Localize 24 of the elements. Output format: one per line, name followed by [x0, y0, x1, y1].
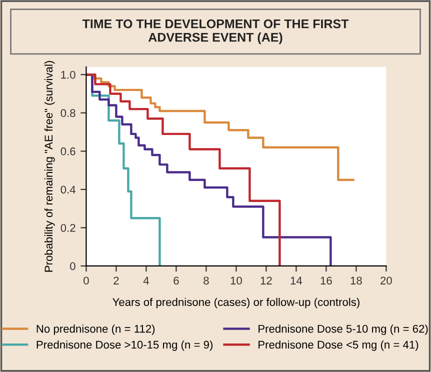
x-tick-label: 12 — [260, 276, 272, 284]
x-tick-label: 2 — [114, 276, 119, 284]
x-tick-label: 10 — [230, 276, 242, 285]
legend-label: Prednisone Dose <5 mg (n = 41) — [258, 340, 418, 351]
x-tick-label: 4 — [143, 276, 149, 284]
chart-title: TIME TO THE DEVELOPMENT OF THE FIRST ADVERSE EVENT (AE) — [82, 19, 349, 44]
x-tick-label: 0 — [84, 276, 89, 285]
x-tick-label: 8 — [204, 276, 209, 285]
y-tick-label: 0.2 — [60, 224, 76, 232]
y-tick-label: 0.4 — [60, 186, 76, 194]
y-tick-label: 0.8 — [60, 109, 76, 118]
x-tick-label: 20 — [380, 276, 392, 285]
y-tick-label: 0.6 — [60, 147, 76, 156]
legend-label: Prednisone Dose 5-10 mg (n = 62) — [258, 324, 428, 335]
legend-label: Prednisone Dose >10-15 mg (n = 9) — [36, 340, 213, 351]
y-tick-label: 1.0 — [61, 70, 76, 79]
x-tick-label: 6 — [174, 276, 179, 285]
legend-label: No prednisone (n = 112) — [36, 324, 155, 335]
y-tick-label: 0 — [70, 262, 76, 270]
x-tick-label: 16 — [320, 276, 332, 285]
y-axis-title: Probability of remaining "AE free" (survival) — [44, 61, 55, 272]
x-tick-label: 18 — [350, 276, 362, 285]
x-axis-title: Years of prednisone (cases) or follow-up (controls) — [112, 298, 360, 308]
x-tick-label: 14 — [290, 276, 302, 284]
